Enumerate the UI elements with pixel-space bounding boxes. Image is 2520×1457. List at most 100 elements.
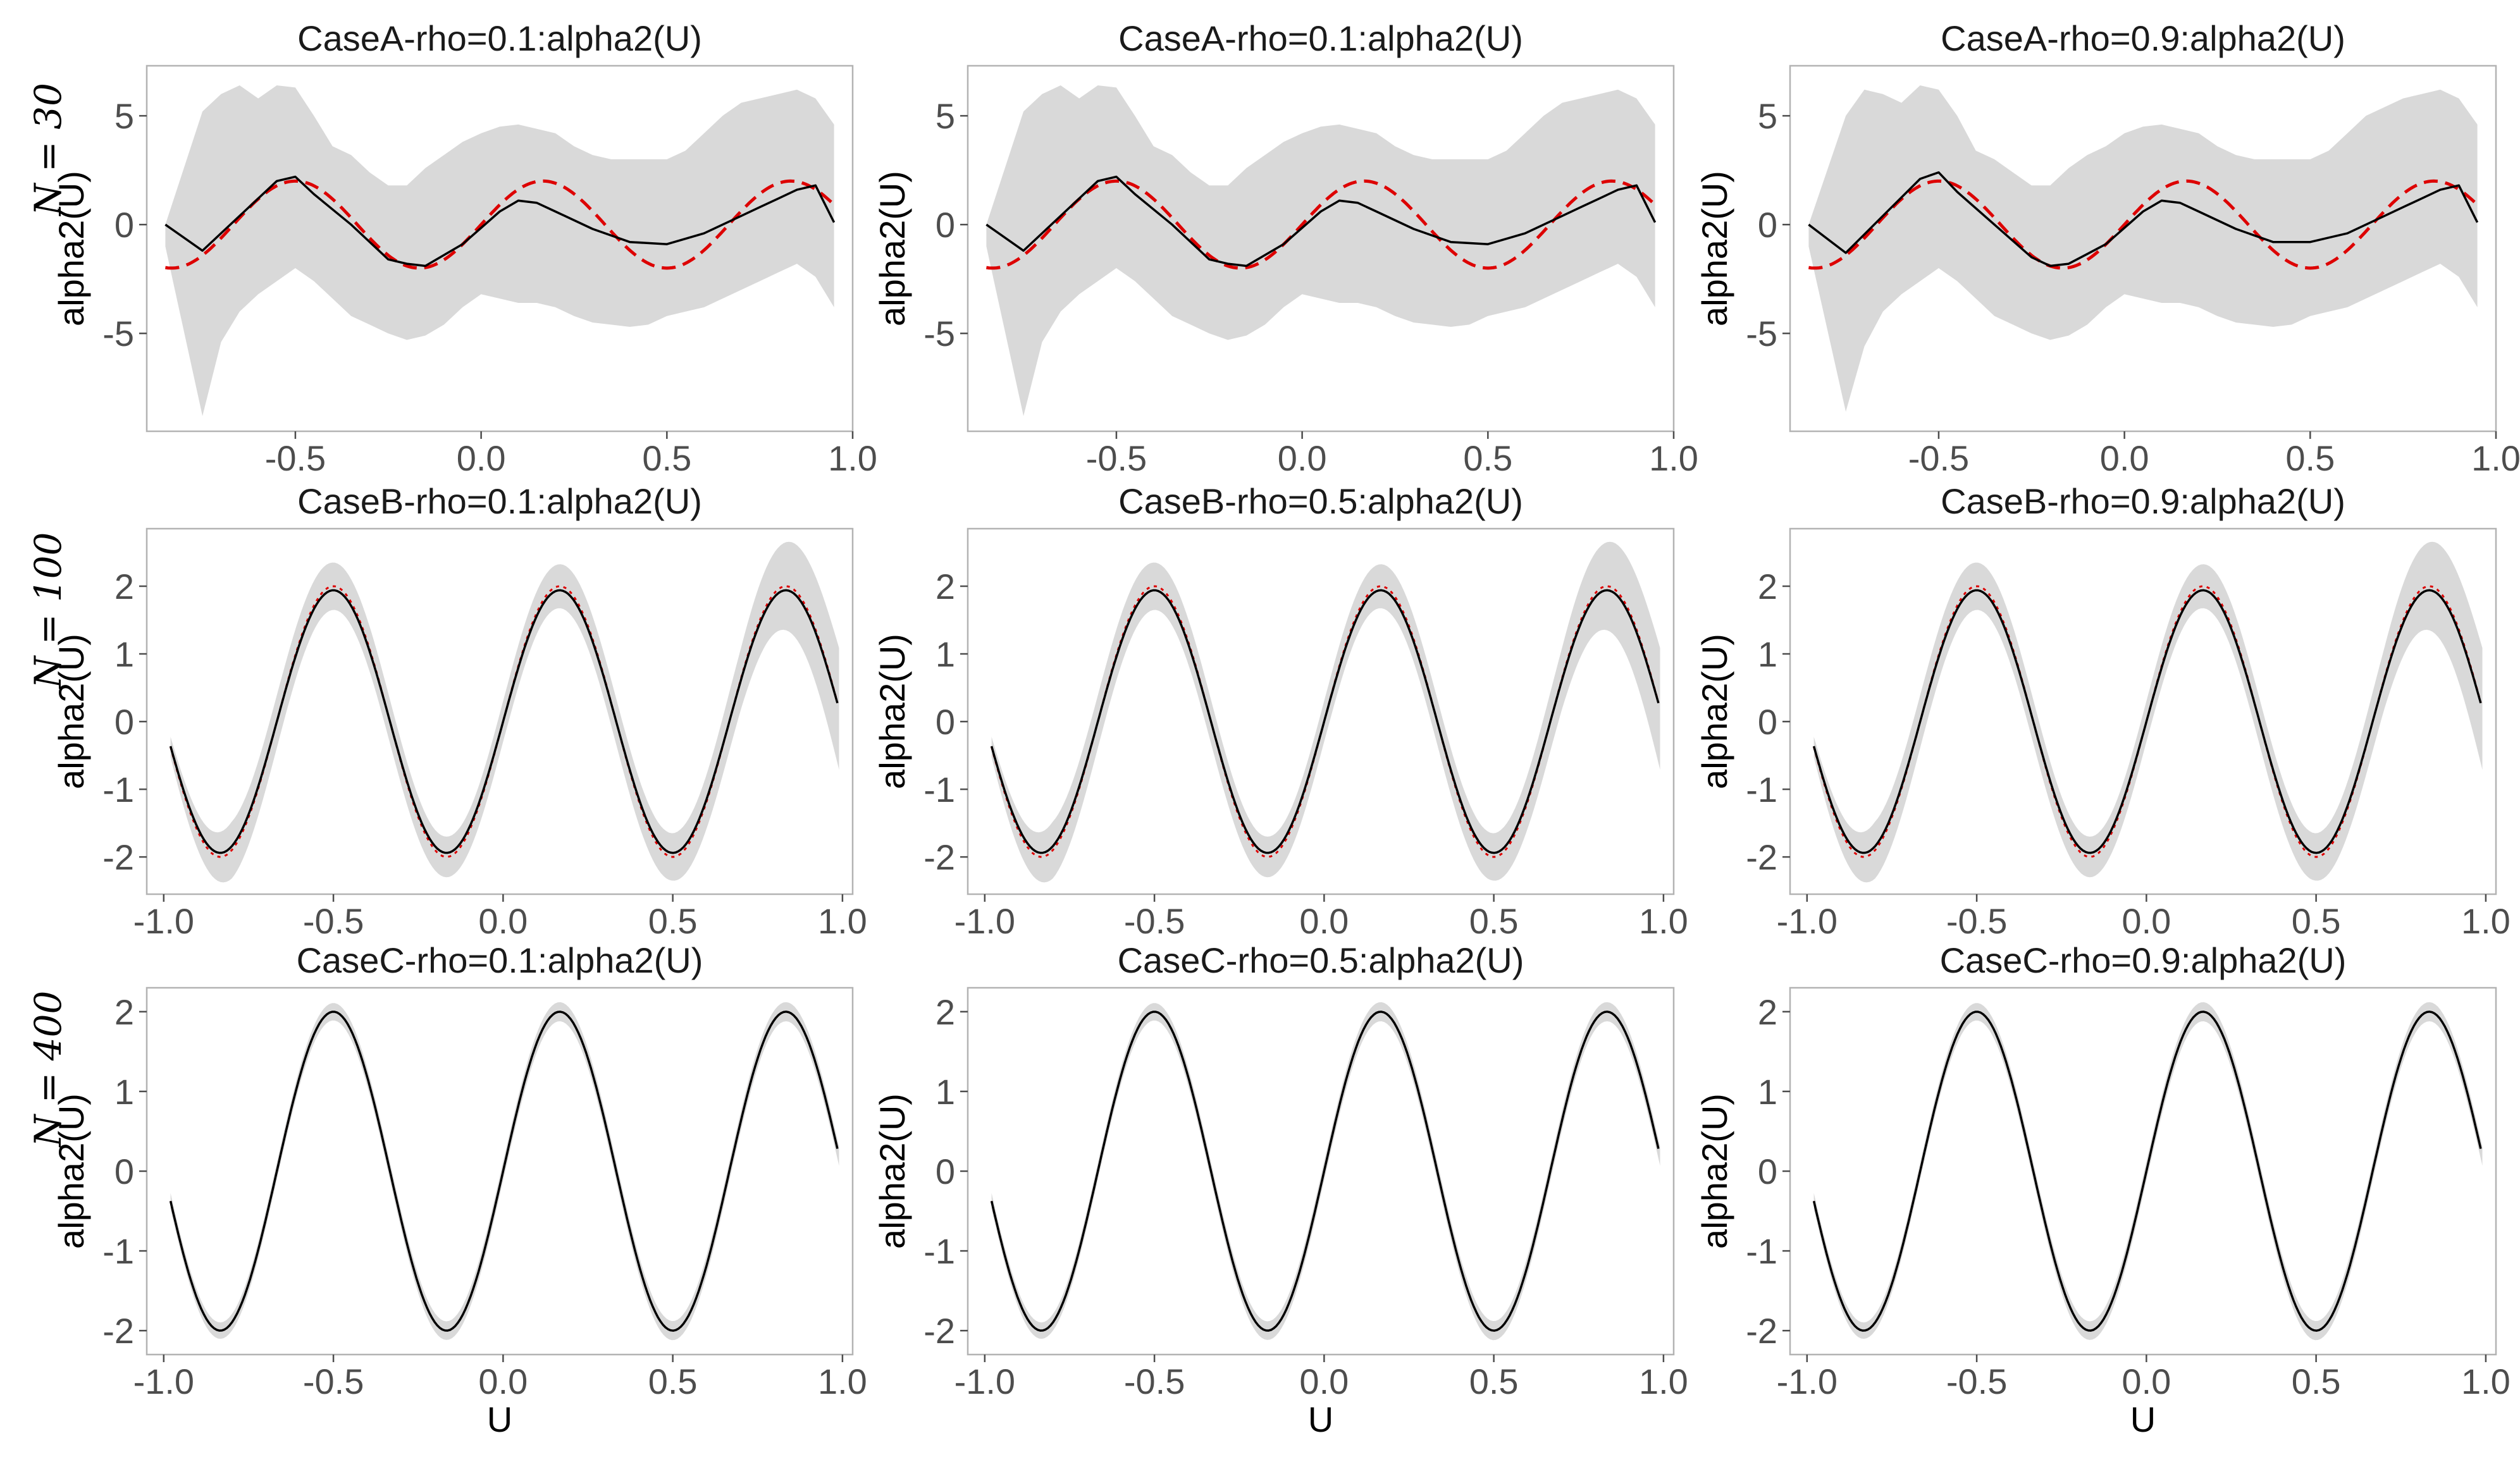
y-tick-label: 2 xyxy=(114,567,134,606)
y-tick-label: -1 xyxy=(1746,770,1777,809)
y-tick-label: -1 xyxy=(102,770,134,809)
y-tick-label: 1 xyxy=(1758,1072,1777,1112)
true-curve xyxy=(986,179,1657,270)
y-tick-label: 0 xyxy=(114,702,134,742)
x-tick-label: 0.5 xyxy=(1469,1362,1519,1401)
panel-title: CaseA-rho=0.1:alpha2(U) xyxy=(1118,18,1523,58)
y-tick-label: 2 xyxy=(1758,992,1777,1032)
x-tick-label: 1.0 xyxy=(818,1362,867,1401)
y-tick-label: 0 xyxy=(936,205,955,245)
x-tick-label: 0.5 xyxy=(1463,438,1512,478)
panel-frame xyxy=(1789,65,2497,433)
y-tick-label: -1 xyxy=(923,1231,955,1271)
x-tick-label: 1.0 xyxy=(1639,901,1688,941)
x-tick-label: 0.0 xyxy=(478,1362,528,1401)
y-tick-label: 2 xyxy=(936,992,955,1032)
panel-frame xyxy=(1789,527,2497,895)
x-tick-label: 1.0 xyxy=(828,438,877,478)
x-tick-label: 0.5 xyxy=(642,438,691,478)
estimate-curve xyxy=(1808,171,2479,267)
plot-area xyxy=(985,85,1657,416)
panels-layer: CaseA-rho=0.1:alpha2(U) 5 0 -5 -0.5 0.0 0.5 1.0… xyxy=(51,18,2520,1439)
panel-C2: CaseC-rho=0.5:alpha2(U) 2 1 0 -1 -2 -1.0 -0.5 0.… xyxy=(872,940,1688,1439)
x-tick-label: 0.0 xyxy=(1299,1362,1349,1401)
panel-frame xyxy=(1789,987,2497,1356)
y-tick-label: -5 xyxy=(102,314,134,353)
panel-frame xyxy=(145,65,854,433)
panel-title: CaseC-rho=0.1:alpha2(U) xyxy=(297,940,703,980)
y-axis-label: alpha2(U) xyxy=(1695,171,1734,326)
x-tick-label: 0.0 xyxy=(457,438,506,478)
row-label-n400: N = 400 xyxy=(27,991,70,1148)
y-tick-label: -2 xyxy=(102,1311,134,1351)
y-tick-label: -2 xyxy=(102,837,134,877)
y-tick-label: -2 xyxy=(923,837,955,877)
panel-title: CaseB-rho=0.5:alpha2(U) xyxy=(1118,481,1523,521)
y-tick-label: 0 xyxy=(1758,702,1777,742)
y-tick-label: 5 xyxy=(114,96,134,136)
x-tick-label: -0.5 xyxy=(1946,1362,2008,1401)
y-axis-label: alpha2(U) xyxy=(872,1093,912,1249)
x-tick-label: -0.5 xyxy=(1946,901,2008,941)
panel-title: CaseB-rho=0.1:alpha2(U) xyxy=(297,481,702,521)
y-tick-label: 1 xyxy=(114,634,134,674)
x-tick-label: 0.5 xyxy=(2285,438,2335,478)
estimate-curve xyxy=(990,1011,1660,1332)
y-tick-label: -1 xyxy=(102,1231,134,1271)
x-axis-label: U xyxy=(487,1399,512,1439)
y-tick-label: 1 xyxy=(114,1072,134,1112)
confidence-band xyxy=(1808,85,2478,412)
panel-title: CaseA-rho=0.1:alpha2(U) xyxy=(297,18,702,58)
y-tick-label: 0 xyxy=(936,702,955,742)
x-tick-label: -0.5 xyxy=(1124,901,1185,941)
confidence-band xyxy=(165,85,834,416)
estimate-curve xyxy=(1812,1011,2482,1332)
panel-B2: CaseB-rho=0.5:alpha2(U) 2 1 0 -1 -2 -1.0 -0.5 0.… xyxy=(872,481,1688,941)
y-axis-label: alpha2(U) xyxy=(51,634,91,789)
plot-area xyxy=(1812,541,2483,883)
y-tick-label: 2 xyxy=(114,992,134,1032)
x-tick-label: 1.0 xyxy=(2471,438,2520,478)
y-tick-label: -1 xyxy=(1746,1231,1777,1271)
x-tick-label: -0.5 xyxy=(1908,438,1970,478)
estimate-curve xyxy=(164,175,836,267)
x-tick-label: 0.5 xyxy=(648,901,698,941)
plot-area xyxy=(169,1002,839,1341)
y-axis-label: alpha2(U) xyxy=(1695,634,1734,789)
plot-area xyxy=(1812,1002,2483,1341)
y-tick-label: -1 xyxy=(923,770,955,809)
x-tick-label: 1.0 xyxy=(818,901,867,941)
y-tick-label: 0 xyxy=(114,205,134,245)
plot-area xyxy=(1808,85,2479,412)
x-tick-label: 0.0 xyxy=(478,901,528,941)
panel-frame xyxy=(967,65,1675,433)
y-tick-label: 0 xyxy=(936,1152,955,1191)
y-axis-label: alpha2(U) xyxy=(872,634,912,789)
panel-frame xyxy=(145,527,854,895)
x-axis-label: U xyxy=(2130,1399,2156,1439)
y-axis-label: alpha2(U) xyxy=(51,1093,91,1249)
x-tick-label: 0.0 xyxy=(1299,901,1349,941)
estimate-curve xyxy=(169,589,839,854)
x-tick-label: 0.0 xyxy=(2122,1362,2171,1401)
y-tick-label: -2 xyxy=(923,1311,955,1351)
x-tick-label: 0.0 xyxy=(2122,901,2171,941)
x-tick-label: -1.0 xyxy=(133,1362,195,1401)
y-axis-label: alpha2(U) xyxy=(872,171,912,326)
plot-area xyxy=(164,85,836,416)
y-tick-label: -2 xyxy=(1746,837,1777,877)
estimate-curve xyxy=(1812,589,2482,854)
x-tick-label: -0.5 xyxy=(265,438,326,478)
y-tick-label: -2 xyxy=(1746,1311,1777,1351)
x-tick-label: 0.5 xyxy=(2292,1362,2341,1401)
y-tick-label: -5 xyxy=(923,314,955,353)
panel-B3: CaseB-rho=0.9:alpha2(U) 2 1 0 -1 -2-1.0 -0.5 0.… xyxy=(1695,481,2511,941)
x-tick-label: 1.0 xyxy=(2461,901,2511,941)
x-axis-label: U xyxy=(1308,1399,1333,1439)
x-tick-label: -1.0 xyxy=(954,901,1016,941)
estimate-curve xyxy=(985,175,1657,267)
y-axis-label: alpha2(U) xyxy=(1695,1093,1734,1249)
x-tick-label: 0.0 xyxy=(2100,438,2149,478)
panel-C1: CaseC-rho=0.1:alpha2(U) 2 1 0 -1 -2 -1.0 -0.5 0.… xyxy=(51,940,867,1439)
y-tick-label: -5 xyxy=(1746,314,1777,353)
